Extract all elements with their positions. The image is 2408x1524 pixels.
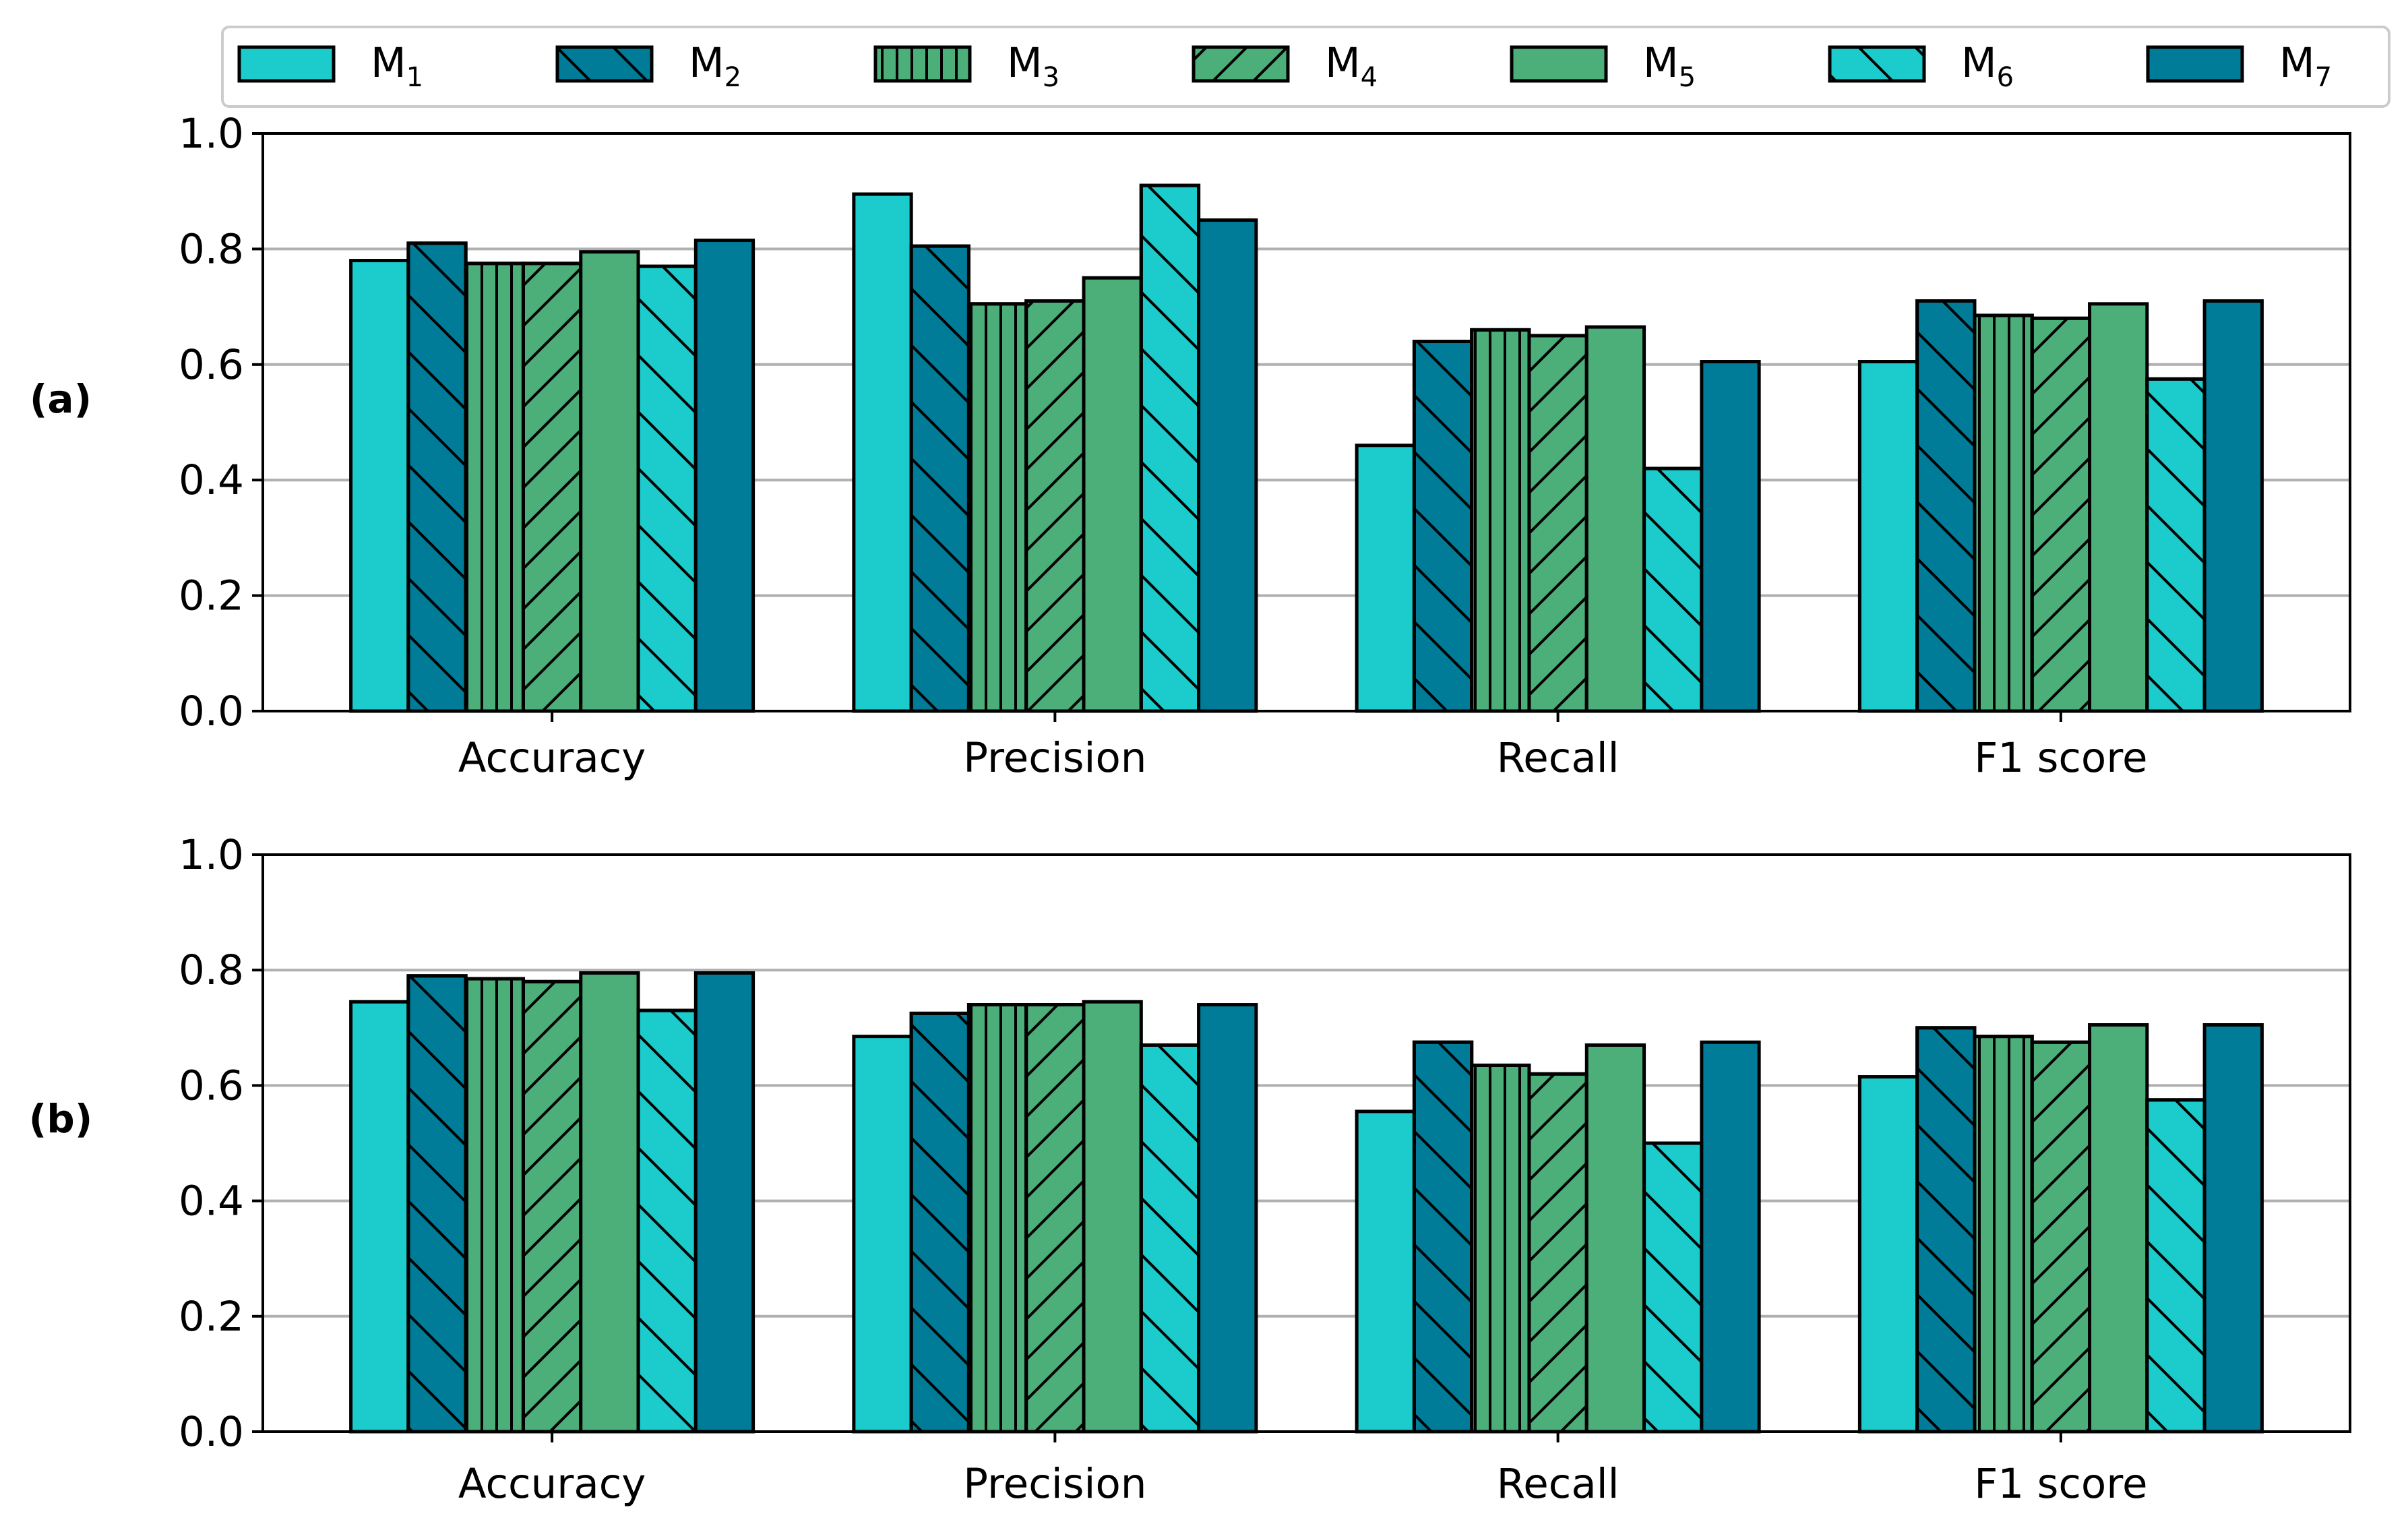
- panel-label-b: (b): [29, 1096, 93, 1142]
- bar: [1584, 1043, 1646, 1434]
- legend: M1 M2 M3 M4 M5 M6 M7: [221, 26, 2390, 108]
- chart-panel-a: (a) 0.0 0.2 0.4 0.6 0.8 1.0 Accuracy Precision R…: [30, 110, 2351, 782]
- bar: [1700, 360, 1761, 713]
- legend-label: M3: [1007, 39, 1059, 93]
- bar-hatch: [1139, 1043, 1201, 1434]
- bar-hatch: [909, 244, 970, 713]
- y-tick-label: 0.2: [179, 572, 244, 620]
- bar-hatch: [406, 974, 468, 1434]
- bar-hatch: [1024, 1003, 1086, 1434]
- bar-hatch: [1642, 1141, 1704, 1434]
- legend-label: M6: [1961, 39, 2014, 93]
- bar-hatch: [636, 264, 698, 713]
- axes-frame: [261, 853, 2351, 1433]
- bar-hatch: [1915, 1026, 1977, 1434]
- bar-hatch: [2030, 316, 2092, 713]
- chart-panel-b: (b) 0.0 0.2 0.4 0.6 0.8 1.0 Accuracy Precision R…: [29, 831, 2351, 1508]
- bar-hatch: [966, 302, 1028, 713]
- axes-frame: [261, 132, 2351, 712]
- bar-hatch: [464, 262, 525, 713]
- bar: [693, 971, 755, 1434]
- y-tick-label: 1.0: [179, 110, 244, 158]
- legend-label: M4: [1325, 39, 1378, 93]
- bar: [2202, 299, 2264, 713]
- bar: [1355, 444, 1416, 713]
- legend-swatch: [237, 45, 336, 83]
- legend-label: M2: [689, 39, 741, 93]
- bar: [579, 971, 640, 1434]
- legend-label: M5: [1643, 39, 1696, 93]
- bar-hatch: [1642, 466, 1704, 713]
- bar-hatch: [1915, 299, 1977, 713]
- bar: [693, 239, 755, 713]
- bar-hatch: [636, 1008, 698, 1434]
- legend-label: M1: [371, 39, 423, 93]
- bar-hatch: [2145, 377, 2206, 713]
- bar: [1197, 218, 1258, 713]
- y-tick-label: 0.2: [179, 1293, 244, 1341]
- bar: [1355, 1109, 1416, 1434]
- bar-hatch: [2030, 1040, 2092, 1434]
- legend-swatch: [1510, 45, 1608, 83]
- legend-swatch-hatch: [873, 45, 972, 83]
- bar-hatch: [521, 262, 583, 713]
- legend-swatch-hatch: [1192, 45, 1290, 83]
- bar-hatch: [1412, 340, 1474, 713]
- y-tick-label: 0.0: [179, 1408, 244, 1456]
- legend-swatch-hatch: [1828, 45, 1926, 83]
- bar-hatch: [464, 977, 525, 1434]
- bar: [579, 250, 640, 713]
- bar: [2088, 1023, 2149, 1434]
- bar-hatch: [1973, 313, 2034, 713]
- bar-hatch: [1470, 1063, 1531, 1434]
- bar-hatch: [909, 1011, 970, 1434]
- bar: [2202, 1023, 2264, 1434]
- bar-hatch: [1412, 1040, 1474, 1434]
- bar-hatch: [2145, 1098, 2206, 1434]
- x-tick-label: Accuracy: [458, 734, 646, 782]
- bar-hatch: [1527, 334, 1588, 713]
- bar: [1082, 276, 1143, 713]
- bar-hatch: [1973, 1035, 2034, 1434]
- bar-hatch: [406, 241, 468, 713]
- x-tick-label: F1 score: [1974, 734, 2147, 782]
- x-tick-label: Recall: [1497, 1460, 1619, 1508]
- y-tick-label: 0.6: [179, 341, 244, 389]
- bar-hatch: [1470, 328, 1531, 713]
- y-tick-label: 1.0: [179, 831, 244, 879]
- bar: [852, 192, 913, 713]
- bar-hatch: [1527, 1072, 1588, 1434]
- bar-hatch: [1139, 183, 1201, 713]
- bar: [1700, 1040, 1761, 1434]
- y-tick-label: 0.4: [179, 456, 244, 504]
- bar: [1857, 1075, 1919, 1434]
- y-tick-label: 0.0: [179, 688, 244, 735]
- x-tick-label: Accuracy: [458, 1460, 646, 1508]
- bar: [1197, 1003, 1258, 1434]
- y-tick-label: 0.8: [179, 225, 244, 273]
- bar: [349, 259, 410, 713]
- y-tick-label: 0.6: [179, 1062, 244, 1109]
- bar: [1082, 1000, 1143, 1434]
- bar: [852, 1035, 913, 1434]
- bar: [1584, 325, 1646, 713]
- legend-label: M7: [2279, 39, 2332, 93]
- panel-label-a: (a): [30, 376, 92, 422]
- legend-swatch: [2146, 45, 2244, 83]
- y-tick-label: 0.4: [179, 1178, 244, 1225]
- bar: [1857, 360, 1919, 713]
- bar: [2088, 302, 2149, 713]
- y-tick-label: 0.8: [179, 946, 244, 994]
- x-tick-label: Precision: [963, 734, 1146, 782]
- bar-hatch: [966, 1003, 1028, 1434]
- legend-frame: [221, 26, 2390, 108]
- x-tick-label: F1 score: [1974, 1460, 2147, 1508]
- x-tick-label: Recall: [1497, 734, 1619, 782]
- x-tick-label: Precision: [963, 1460, 1146, 1508]
- bar: [349, 1000, 410, 1434]
- bar-hatch: [521, 979, 583, 1434]
- bar-hatch: [1024, 299, 1086, 713]
- legend-swatch-hatch: [555, 45, 654, 83]
